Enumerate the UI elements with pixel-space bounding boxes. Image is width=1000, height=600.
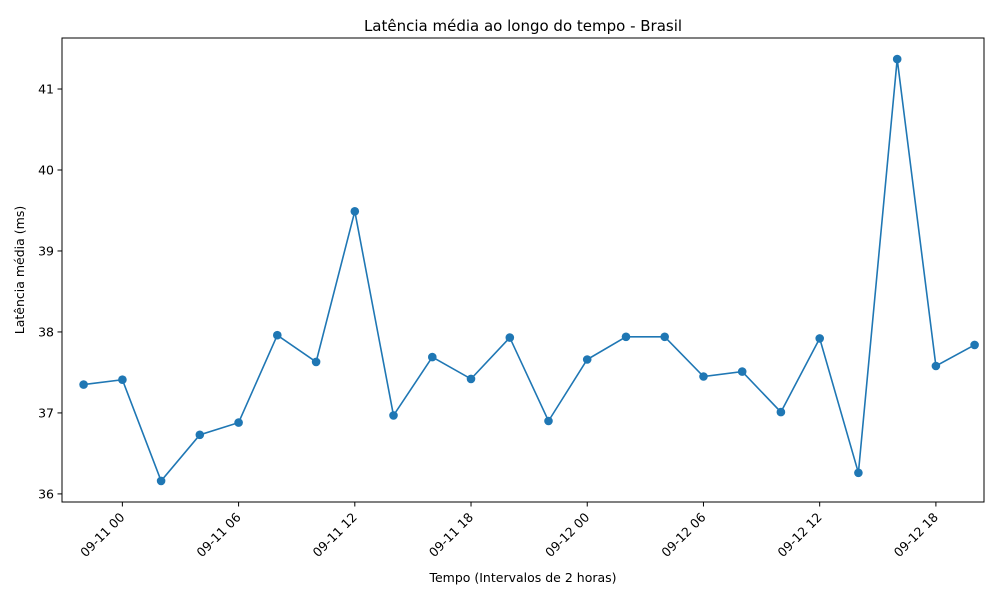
y-tick-label: 40 [38,162,54,177]
data-point [311,357,321,367]
y-tick-label: 38 [38,324,54,339]
plot-area-frame [61,37,985,503]
y-tick-label: 37 [38,405,54,420]
x-axis-label: Tempo (Intervalos de 2 horas) [428,570,616,585]
data-point [660,332,669,342]
data-point [389,411,398,420]
data-point [350,207,360,216]
data-point [815,334,824,343]
data-point [505,333,515,342]
y-tick-label: 36 [38,486,54,501]
data-point [118,375,127,385]
data-point [79,380,88,389]
data-point [621,332,631,342]
data-point [892,54,902,64]
data-point [699,372,708,381]
data-point [195,430,205,440]
data-point [156,476,166,486]
data-point [273,330,282,340]
data-point [970,340,979,350]
y-axis-label: Latência média (ms) [12,206,27,334]
data-point [544,416,553,426]
y-tick-label: 41 [38,82,54,97]
y-tick-label: 39 [38,243,54,258]
data-point [737,367,747,376]
data-point [931,361,941,371]
data-point [776,407,786,417]
data-point [428,352,437,362]
data-point [854,468,863,478]
data-points [79,54,979,486]
data-point [582,355,592,364]
data-point [234,418,243,427]
y-axis-ticks: 36 37 38 39 40 41 [38,82,62,501]
data-point [466,374,476,384]
chart-title: Latência média ao longo do tempo - Brasi… [364,17,682,35]
series-line [83,58,975,483]
